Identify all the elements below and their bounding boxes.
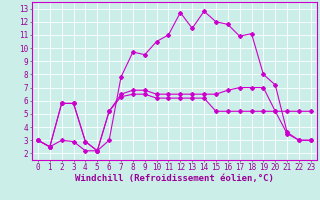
- X-axis label: Windchill (Refroidissement éolien,°C): Windchill (Refroidissement éolien,°C): [75, 174, 274, 183]
